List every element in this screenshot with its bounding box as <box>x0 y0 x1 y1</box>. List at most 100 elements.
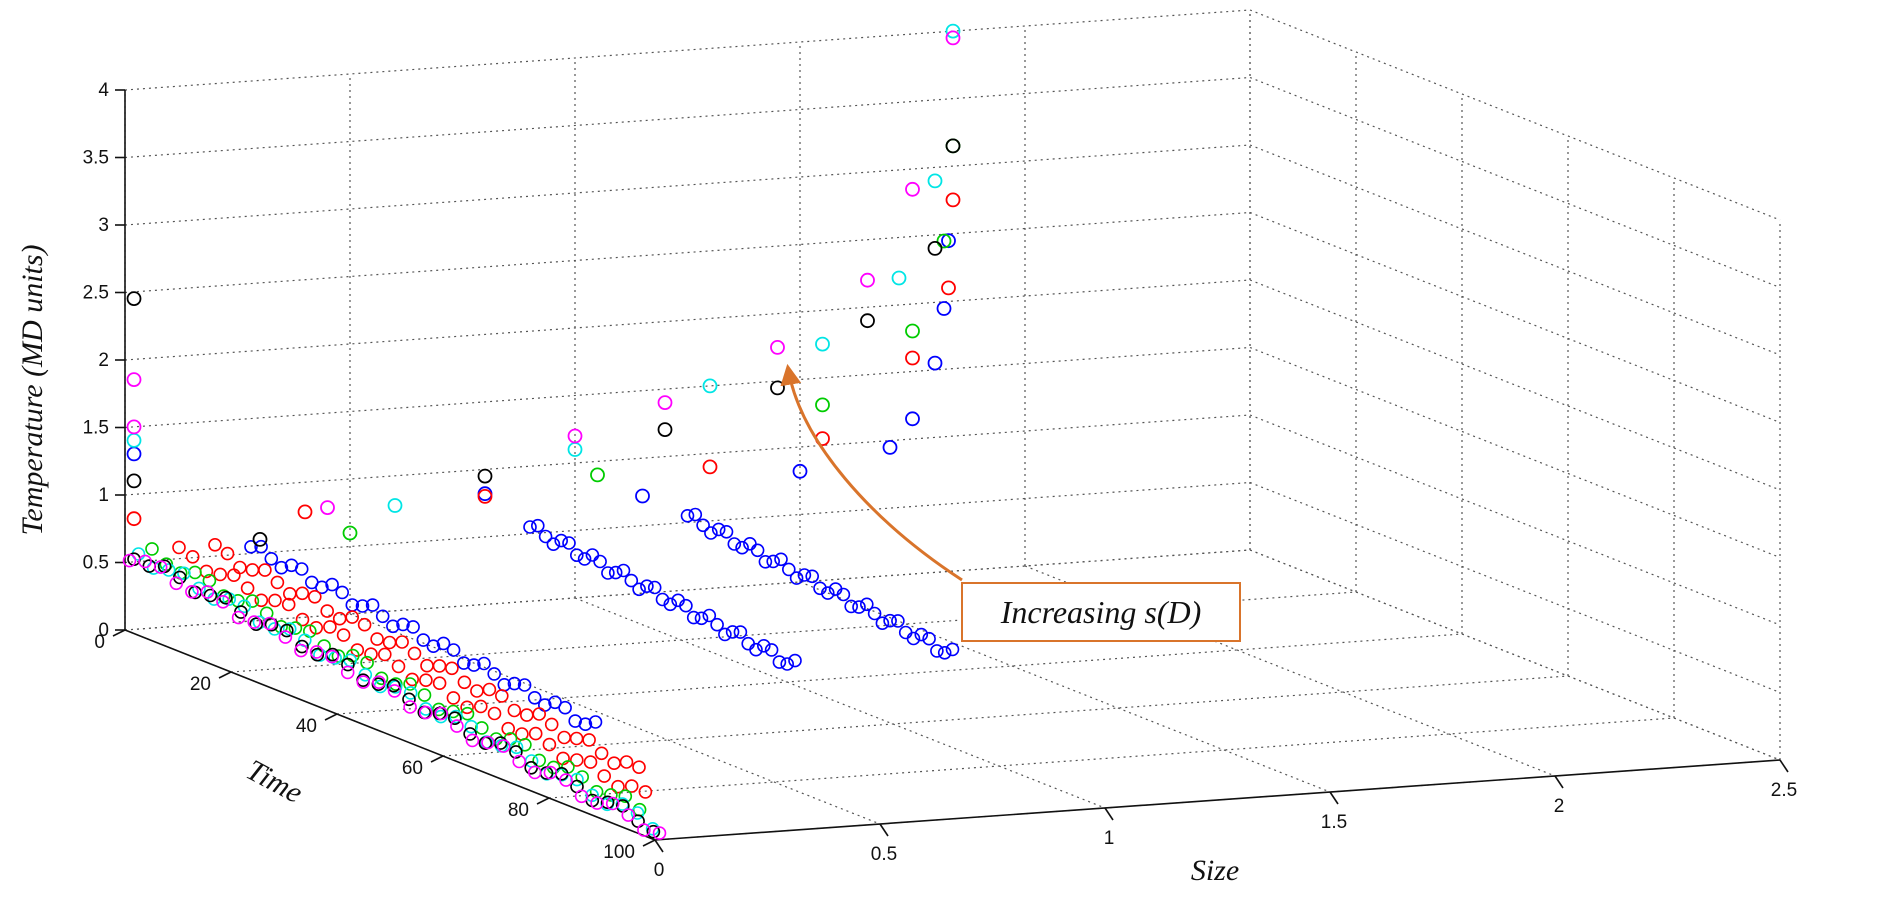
band-marker-5-0-8 <box>247 615 261 629</box>
band-marker-0-1-14 <box>632 582 646 597</box>
band-marker-0-1-4 <box>554 533 569 548</box>
data-point-3-0 <box>126 432 142 448</box>
band-marker-5-0-20 <box>434 706 449 721</box>
band-marker-1-0-23 <box>487 706 502 721</box>
band-marker-0-2-2 <box>696 518 710 533</box>
band-marker-1-0-0 <box>172 540 186 555</box>
data-point-3-6 <box>927 173 943 189</box>
data-point-1-6 <box>941 280 956 296</box>
band-marker-1-1-8 <box>307 589 322 604</box>
annotation-arrow <box>780 363 963 582</box>
band-marker-1-1-34 <box>632 760 646 775</box>
band-marker-0-1-17 <box>655 592 670 607</box>
data-point-0-0 <box>126 446 142 462</box>
data-point-4-5 <box>770 380 785 396</box>
band-marker-0-2-24 <box>867 606 882 621</box>
band-marker-2-0-0 <box>145 542 159 556</box>
data-point-5-1 <box>126 419 142 435</box>
band-marker-0-1-30 <box>756 638 771 653</box>
data-point-0-2 <box>635 488 650 504</box>
band-marker-0-1-22 <box>694 611 709 626</box>
band-marker-0-2-12 <box>774 552 788 567</box>
band-marker-0-0-31 <box>558 700 572 715</box>
band-marker-0-1-11 <box>608 565 623 580</box>
data-point-5-0 <box>126 372 142 388</box>
band-marker-3-0-3 <box>177 566 191 581</box>
band-marker-0-0-33 <box>578 717 593 732</box>
band-marker-4-0-25 <box>509 745 523 759</box>
band-layer <box>122 507 960 840</box>
band-marker-1-1-1 <box>220 546 235 561</box>
time-axis-label: Time <box>241 753 308 810</box>
band-marker-1-0-19 <box>432 676 447 691</box>
band-marker-0-0-12 <box>365 598 380 612</box>
band-marker-0-2-20 <box>836 587 851 602</box>
band-marker-0-2-7 <box>735 540 749 555</box>
band-marker-0-2-23 <box>859 597 874 612</box>
label-layer: Temperature (MD units) Size Time <box>16 244 1239 887</box>
time-tick-mark-5 <box>642 839 656 847</box>
data-point-3-2 <box>567 442 583 457</box>
band-marker-0-2-15 <box>797 568 812 582</box>
band-marker-3-0-21 <box>449 709 463 724</box>
band-marker-0-1-12 <box>616 563 631 578</box>
band-marker-0-1-2 <box>538 529 553 544</box>
band-marker-1-0-6 <box>254 593 269 608</box>
band-marker-5-0-3 <box>169 576 184 591</box>
band-marker-1-0-15 <box>377 647 392 662</box>
band-marker-5-0-32 <box>621 808 636 822</box>
band-marker-0-0-20 <box>446 643 461 657</box>
band-marker-2-0-3 <box>188 565 202 580</box>
band-marker-0-0-28 <box>527 690 542 705</box>
band-marker-0-2-25 <box>875 616 890 631</box>
band-marker-1-0-7 <box>268 593 282 608</box>
band-marker-1-1-7 <box>295 586 310 601</box>
band-marker-1-1-14 <box>382 635 397 650</box>
band-marker-1-1-30 <box>582 733 596 747</box>
data-point-5-8 <box>945 30 961 46</box>
size-tick-mark-3 <box>1329 791 1339 805</box>
band-marker-0-1-1 <box>530 518 545 533</box>
data-point-1-5 <box>905 350 920 366</box>
band-marker-2-0-27 <box>532 753 547 768</box>
data-point-4-2 <box>252 532 268 547</box>
band-marker-4-0-10 <box>279 623 294 638</box>
band-marker-1-0-10 <box>309 620 324 635</box>
point-layer <box>126 23 961 547</box>
band-marker-1-0-12 <box>336 628 351 642</box>
band-marker-5-0-4 <box>185 584 199 599</box>
data-point-3-3 <box>702 378 718 394</box>
temperature-tick-label-0: 0 <box>98 620 109 641</box>
band-marker-1-1-29 <box>569 731 584 746</box>
band-marker-3-0-33 <box>630 806 645 820</box>
band-marker-0-2-17 <box>813 581 827 596</box>
size-tick-label-5: 2.5 <box>1771 780 1797 801</box>
band-marker-5-0-1 <box>138 554 152 569</box>
time-tick-mark-1 <box>218 671 232 679</box>
band-marker-1-0-1 <box>185 549 200 564</box>
band-marker-2-0-26 <box>518 737 532 752</box>
band-marker-5-0-9 <box>262 616 277 631</box>
band-marker-0-0-7 <box>315 580 329 595</box>
band-marker-0-0-3 <box>274 560 289 575</box>
band-marker-0-1-0 <box>523 520 537 534</box>
band-marker-0-2-10 <box>758 554 773 569</box>
band-marker-1-0-29 <box>569 753 584 767</box>
data-point-1-7 <box>945 192 961 208</box>
band-marker-0-2-16 <box>805 569 820 584</box>
band-marker-5-0-30 <box>590 796 604 810</box>
band-marker-0-1-21 <box>686 610 701 625</box>
annotation: Increasing s(D) <box>780 363 1241 642</box>
annotation-box <box>961 582 1241 642</box>
band-marker-1-0-11 <box>323 620 337 634</box>
band-marker-4-0-18 <box>402 692 416 707</box>
band-marker-3-0-22 <box>464 719 479 734</box>
band-marker-0-2-14 <box>789 571 804 585</box>
band-marker-0-1-31 <box>764 643 779 657</box>
time-tick-label-4: 80 <box>508 800 529 821</box>
band-marker-2-0-23 <box>474 721 489 735</box>
size-tick-mark-0 <box>654 839 664 853</box>
size-tick-mark-1 <box>879 823 889 837</box>
floor-grid-size-3 <box>799 581 1331 793</box>
data-point-1-1 <box>297 504 313 520</box>
